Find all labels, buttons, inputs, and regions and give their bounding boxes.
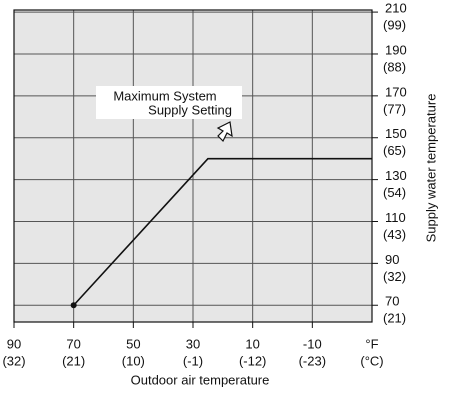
y-tick-label-secondary: (43) (383, 227, 406, 242)
x-tick-label-secondary: (-23) (299, 353, 326, 368)
y-axis-title: Supply water temperature (423, 94, 438, 243)
y-tick-label: 90 (385, 252, 399, 267)
y-tick-label: 130 (385, 168, 407, 183)
y-tick-label: 150 (385, 126, 407, 141)
y-tick-label-secondary: (77) (383, 101, 406, 116)
x-tick-label: -10 (303, 336, 322, 351)
y-tick-label: 110 (385, 210, 406, 225)
point (70, 302, 77, 309)
annotation: Maximum System (113, 88, 216, 103)
y-tick-label: 170 (385, 84, 407, 99)
y-tick-label-secondary: (54) (383, 185, 406, 200)
grid (13, 10, 372, 322)
x-tick-label: 70 (66, 336, 80, 351)
x-tick-label: 30 (186, 336, 200, 351)
x-tick-label: 50 (126, 336, 140, 351)
y-tick-label: 190 (385, 42, 407, 57)
x-tick-label: 90 (7, 336, 21, 351)
x-unit: (°C) (360, 353, 383, 368)
annotation-arrow (216, 121, 233, 143)
x-tick-label-secondary: (21) (62, 353, 85, 368)
x-tick-label: 10 (245, 336, 259, 351)
line (73, 157, 372, 306)
x-axis-title: Outdoor air temperature (131, 372, 270, 387)
y-tick-label-secondary: (21) (383, 311, 406, 326)
x-tick-label-secondary: (10) (122, 353, 145, 368)
y-tick-label-secondary: (65) (383, 143, 406, 158)
annotation: Supply Setting (148, 102, 232, 117)
y-tick-label: 70 (385, 294, 399, 309)
y-tick-label-secondary: (32) (383, 269, 406, 284)
x-tick-label-secondary: (-12) (239, 353, 266, 368)
y-tick-label-secondary: (99) (383, 18, 406, 33)
x-unit: °F (365, 336, 378, 351)
x-tick-label-secondary: (-1) (183, 353, 203, 368)
x-tick-label-secondary: (32) (2, 353, 25, 368)
y-tick-label: 210 (385, 1, 407, 16)
annotation-box (96, 86, 242, 119)
y-tick-label-secondary: (88) (383, 59, 406, 74)
